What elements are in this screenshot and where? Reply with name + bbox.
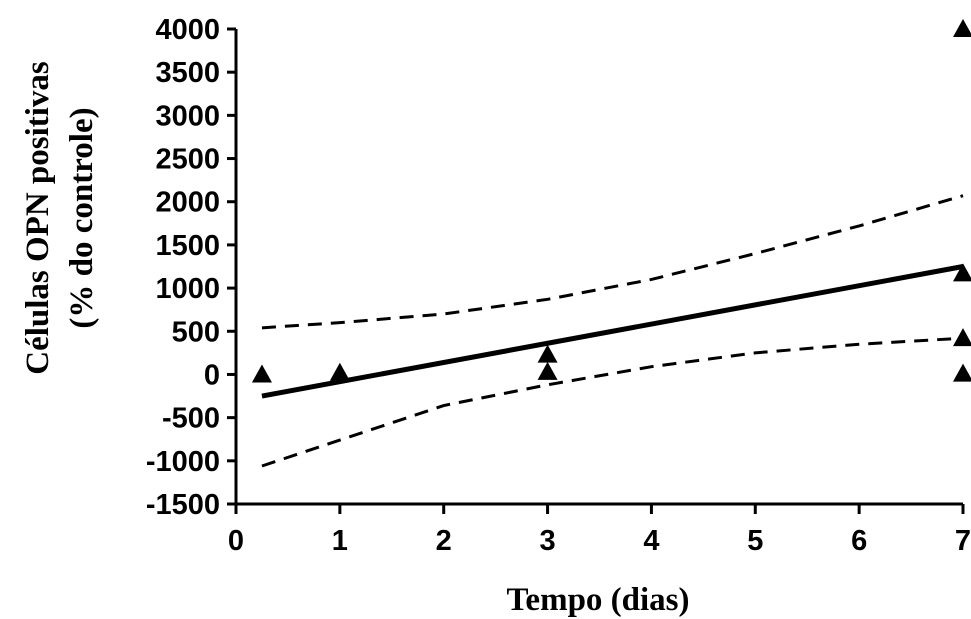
y-tick-label: 3500 xyxy=(155,57,220,89)
x-tick-label: 4 xyxy=(643,525,659,557)
x-tick-label: 3 xyxy=(540,525,556,557)
data-point-triangle xyxy=(953,19,971,37)
regression-line xyxy=(261,264,964,399)
data-point-triangle xyxy=(537,361,558,380)
y-tick-label: -500 xyxy=(162,403,220,435)
plot-area: 4000 3500 3000 2500 2000 1500 1000 500 0 -500 -100… xyxy=(146,14,971,557)
y-axis-title: Células OPN positivas (% do controle) xyxy=(20,61,100,375)
y-axis-title-line2: (% do controle) xyxy=(64,107,100,328)
data-point-triangle xyxy=(953,263,971,282)
y-tick-label: 1000 xyxy=(155,273,220,305)
x-tick-label: 7 xyxy=(955,525,971,557)
y-tick-label: -1000 xyxy=(146,446,220,478)
x-tick-label: 5 xyxy=(747,525,763,557)
y-tick-label: 3000 xyxy=(155,100,220,132)
y-axis-title-line1: Células OPN positivas xyxy=(20,61,56,375)
y-tick-label: 0 xyxy=(204,359,220,391)
y-tick-label: 500 xyxy=(172,316,220,348)
data-point-triangle xyxy=(953,363,971,382)
ci-upper-line xyxy=(261,194,964,330)
data-point-triangle xyxy=(953,328,971,347)
data-point-triangle xyxy=(329,362,350,381)
ci-lower-line xyxy=(261,336,964,468)
x-tick-label: 6 xyxy=(851,525,867,557)
x-tick-label: 1 xyxy=(332,525,348,557)
x-tick-label: 2 xyxy=(436,525,452,557)
data-point-triangle xyxy=(251,364,272,383)
y-tick-label: 2000 xyxy=(155,187,220,219)
y-tick-label: -1500 xyxy=(146,489,220,521)
data-point-triangle xyxy=(537,344,558,363)
x-axis-title: Tempo (dias) xyxy=(506,582,689,618)
y-tick-label: 1500 xyxy=(155,230,220,262)
y-tick-label: 2500 xyxy=(155,144,220,176)
x-tick-label: 0 xyxy=(228,525,244,557)
y-tick-label: 4000 xyxy=(155,14,220,46)
